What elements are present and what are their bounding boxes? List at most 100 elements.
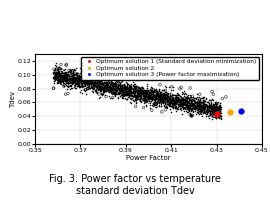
Point (212, 111, 216, 114)
Point (129, 90, 133, 93)
Point (154, 89, 159, 93)
Point (209, 103, 213, 106)
Point (82, 82, 86, 85)
Point (64, 80, 69, 83)
Point (197, 101, 202, 104)
Point (150, 90, 154, 93)
Point (77, 78, 82, 81)
Point (141, 94, 145, 98)
Point (66, 92, 70, 95)
Point (98, 87, 102, 91)
Point (189, 99, 194, 103)
Point (127, 88, 132, 92)
Point (194, 106, 198, 109)
Point (219, 107, 223, 110)
Point (53, 75, 58, 78)
Point (70, 79, 75, 82)
Point (88, 82, 92, 85)
Point (125, 90, 129, 93)
Point (174, 100, 178, 103)
Point (204, 109, 208, 112)
Point (76, 85, 81, 88)
Point (164, 100, 168, 103)
Point (146, 93, 150, 96)
Point (185, 99, 190, 102)
Point (124, 93, 128, 96)
Point (123, 89, 128, 92)
Point (162, 94, 166, 97)
Point (169, 100, 173, 103)
Point (75, 83, 79, 86)
Point (211, 111, 215, 114)
Point (218, 115, 222, 118)
Point (188, 103, 193, 106)
Point (206, 104, 211, 107)
Point (129, 82, 133, 86)
Point (202, 104, 206, 107)
Point (134, 95, 139, 98)
Point (79, 75, 83, 79)
Point (59, 78, 63, 81)
Point (117, 91, 121, 95)
Point (183, 92, 187, 95)
Point (103, 85, 107, 88)
Point (122, 86, 126, 89)
Point (176, 92, 181, 95)
Point (194, 110, 199, 114)
Point (163, 98, 167, 101)
Point (80, 77, 84, 81)
Point (125, 94, 129, 97)
Point (131, 81, 135, 84)
Point (186, 101, 191, 105)
Point (215, 110, 220, 113)
Point (186, 105, 190, 108)
Point (190, 102, 195, 105)
Point (130, 86, 134, 90)
Point (205, 104, 210, 107)
Point (89, 78, 94, 81)
Point (116, 91, 121, 94)
Point (173, 105, 177, 108)
Point (181, 102, 186, 106)
Point (113, 86, 117, 89)
Point (156, 96, 160, 99)
Point (118, 90, 122, 93)
Point (209, 106, 213, 109)
Point (82, 73, 86, 76)
Point (127, 87, 131, 90)
Point (84, 77, 88, 80)
Point (213, 115, 217, 118)
Point (140, 85, 144, 88)
Point (101, 88, 105, 91)
Point (136, 88, 140, 91)
Point (117, 87, 122, 90)
Point (129, 89, 133, 92)
Point (99, 88, 103, 91)
Point (181, 96, 185, 99)
Point (89, 79, 93, 83)
Point (93, 83, 97, 87)
Point (210, 98, 214, 101)
Point (191, 106, 196, 109)
Point (57, 66, 62, 69)
Point (89, 82, 93, 85)
Point (158, 100, 162, 103)
Point (90, 80, 94, 83)
Point (163, 100, 167, 103)
Point (168, 101, 172, 105)
Point (124, 97, 129, 101)
Point (160, 95, 165, 98)
Point (170, 104, 174, 107)
Point (78, 81, 83, 84)
Point (67, 77, 71, 81)
Point (210, 105, 214, 108)
Point (54, 61, 58, 65)
Point (56, 74, 60, 77)
Point (198, 100, 202, 103)
Point (176, 99, 181, 102)
Point (160, 88, 165, 91)
Point (106, 85, 110, 89)
Point (65, 78, 69, 81)
Point (56, 70, 61, 73)
Point (135, 88, 139, 91)
